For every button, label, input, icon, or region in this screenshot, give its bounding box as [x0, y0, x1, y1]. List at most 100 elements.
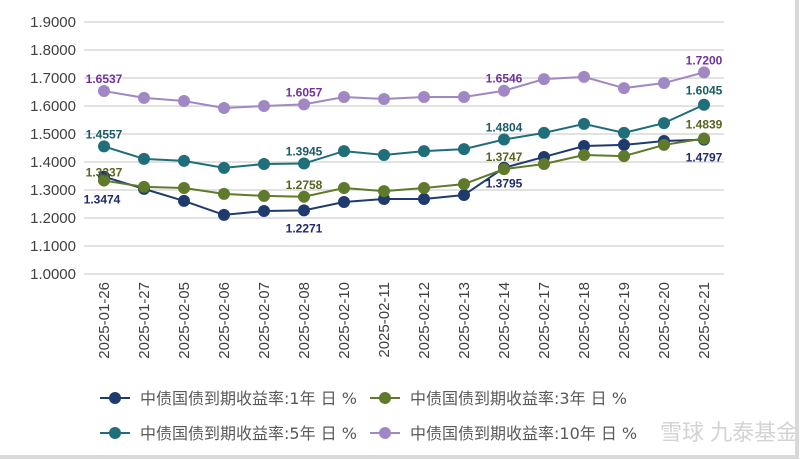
x-tick-label: 2025-02-17 — [536, 282, 553, 359]
y-tick-label: 1.5000 — [30, 126, 76, 143]
data-point — [138, 152, 150, 165]
legend-marker — [379, 427, 391, 439]
data-point — [218, 161, 230, 174]
data-point — [258, 100, 270, 112]
data-label: 1.4797 — [686, 151, 723, 165]
x-tick-label: 2025-01-26 — [96, 282, 113, 359]
data-point — [658, 117, 670, 130]
data-point — [578, 140, 590, 153]
data-point — [618, 138, 630, 151]
data-point — [658, 138, 670, 151]
y-tick-label: 1.2000 — [30, 210, 76, 227]
legend-label: 中债国债到期收益率:1年 日 % — [140, 389, 357, 408]
data-point — [138, 91, 150, 104]
data-label: 1.3795 — [486, 177, 523, 191]
data-point — [178, 94, 190, 107]
x-tick-label: 2025-02-18 — [576, 282, 593, 359]
x-tick-label: 2025-02-05 — [176, 282, 193, 359]
data-label: 1.6537 — [86, 72, 123, 86]
data-point — [298, 98, 310, 111]
legend-label: 中债国债到期收益率:10年 日 % — [410, 424, 637, 443]
data-point — [378, 93, 390, 105]
data-point — [698, 98, 710, 111]
data-point — [378, 185, 390, 198]
legend-marker — [109, 392, 121, 404]
data-point — [338, 91, 350, 104]
data-point — [458, 178, 470, 191]
series-line — [103, 71, 705, 109]
data-point — [458, 143, 470, 156]
y-tick-label: 1.0000 — [30, 266, 76, 283]
legend-marker — [379, 392, 391, 404]
data-point — [498, 163, 510, 176]
data-point — [178, 194, 190, 207]
data-point — [98, 84, 110, 97]
data-label: 1.7200 — [686, 53, 723, 67]
data-point — [178, 154, 190, 167]
data-point — [98, 140, 110, 153]
data-point — [578, 70, 590, 83]
data-point — [338, 196, 350, 209]
data-point — [578, 117, 590, 130]
x-tick-label: 2025-02-10 — [336, 282, 353, 359]
series-line — [103, 103, 705, 169]
data-point — [418, 182, 430, 195]
data-label: 1.4839 — [686, 118, 723, 132]
data-point — [498, 84, 510, 97]
x-tick-label: 2025-02-06 — [216, 282, 233, 359]
data-point — [658, 77, 670, 90]
x-tick-label: 2025-02-07 — [256, 282, 273, 359]
data-point — [618, 150, 630, 163]
legend-marker — [109, 427, 121, 439]
data-point — [578, 149, 590, 161]
data-point — [298, 204, 310, 217]
y-tick-label: 1.7000 — [30, 70, 76, 87]
data-point — [338, 182, 350, 195]
x-tick-label: 2025-02-13 — [456, 282, 473, 359]
data-label: 1.6057 — [286, 85, 323, 99]
data-label: 1.3474 — [84, 193, 121, 207]
data-label: 1.3945 — [286, 145, 323, 159]
watermark: 雪球 九泰基金 — [660, 420, 795, 445]
data-point — [458, 91, 470, 104]
data-point — [178, 182, 190, 195]
data-point — [218, 101, 230, 114]
data-point — [218, 208, 230, 221]
data-label: 1.4557 — [86, 127, 123, 141]
data-point — [618, 126, 630, 139]
x-tick-label: 2025-02-14 — [496, 282, 513, 359]
data-point — [298, 190, 310, 203]
data-label: 1.3747 — [486, 150, 523, 164]
y-tick-label: 1.1000 — [30, 238, 76, 255]
y-tick-label: 1.4000 — [30, 154, 76, 171]
x-tick-label: 2025-02-08 — [296, 282, 313, 359]
legend-label: 中债国债到期收益率:3年 日 % — [410, 389, 627, 408]
data-point — [538, 73, 550, 86]
series-line — [103, 137, 705, 198]
data-point — [538, 157, 550, 170]
data-point — [98, 174, 110, 187]
data-point — [698, 132, 710, 145]
data-point — [418, 91, 430, 104]
data-label: 1.4804 — [486, 120, 523, 134]
x-tick-label: 2025-02-21 — [696, 282, 713, 359]
data-label: 1.2758 — [286, 178, 323, 192]
data-point — [258, 205, 270, 217]
data-point — [698, 66, 710, 79]
y-tick-label: 1.6000 — [30, 98, 76, 115]
data-point — [338, 145, 350, 158]
data-point — [298, 157, 310, 170]
data-point — [458, 189, 470, 202]
series-line — [103, 138, 705, 216]
data-label: 1.3337 — [86, 166, 123, 180]
y-tick-label: 1.3000 — [30, 182, 76, 199]
x-tick-label: 2025-02-11 — [376, 282, 393, 358]
legend-label: 中债国债到期收益率:5年 日 % — [140, 424, 357, 443]
x-tick-label: 2025-02-12 — [416, 282, 433, 359]
data-point — [378, 149, 390, 161]
data-label: 1.2271 — [286, 221, 323, 235]
data-point — [418, 192, 430, 205]
data-point — [498, 133, 510, 146]
